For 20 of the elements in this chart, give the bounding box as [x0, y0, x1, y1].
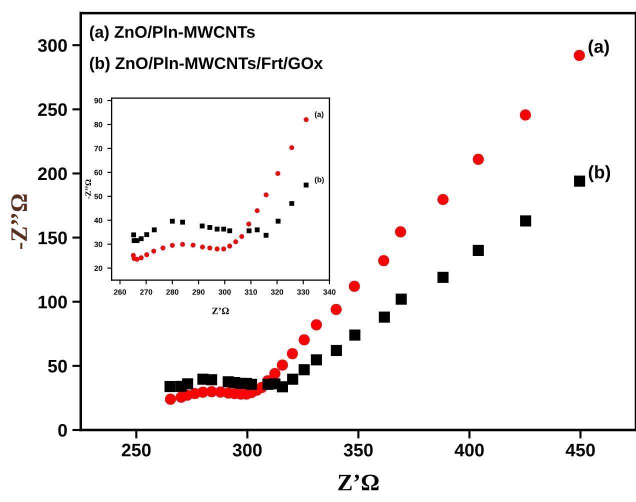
x-tick-label: 250 — [122, 444, 151, 456]
x-tick-label: 400 — [454, 444, 484, 456]
y-tick-label: 50 — [48, 360, 67, 373]
annotation: (a) ZnO/Pln-MWCNTs — [90, 26, 255, 42]
y-axis-title: -Z’’Ω — [11, 194, 27, 249]
y-tick-label: 100 — [38, 296, 67, 308]
x-tick-label: 450 — [566, 444, 595, 456]
y-tick-label: 150 — [38, 232, 67, 244]
x-tick-label: 300 — [232, 444, 262, 456]
annotation: (b) — [588, 165, 610, 182]
y-tick-label: 300 — [38, 39, 67, 52]
y-tick-label: 200 — [38, 167, 67, 180]
y-tick-label: 0 — [58, 424, 67, 437]
y-axis-title: -Z’’Ω — [85, 180, 91, 199]
x-axis-title: Z’Ω — [338, 474, 379, 490]
y-tick-label: 250 — [38, 103, 67, 116]
annotation: (a) — [588, 40, 609, 56]
x-tick-label: 350 — [344, 444, 373, 456]
x-axis-title: Z’Ω — [212, 308, 229, 314]
annotation: (b) ZnO/Pln-MWCNTs/Frt/GOx — [90, 56, 323, 72]
